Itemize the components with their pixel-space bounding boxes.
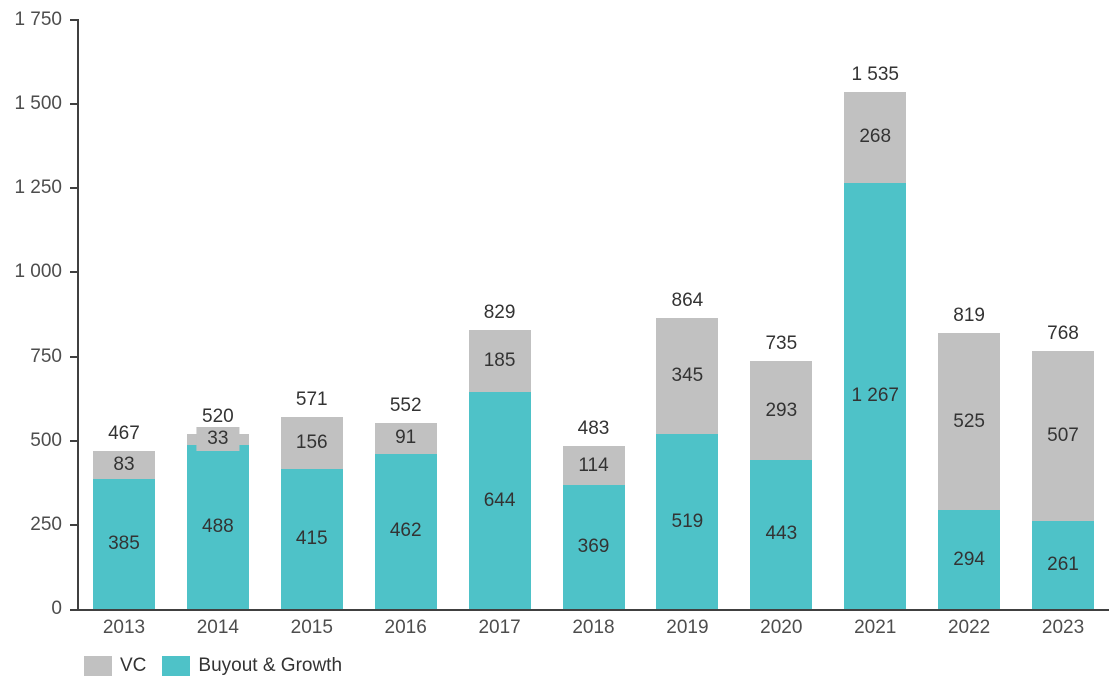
bar-segment-buyout-growth	[562, 484, 625, 609]
total-label: 467	[108, 423, 140, 445]
value-label-buyout-growth: 385	[108, 533, 140, 555]
legend-item: VC	[84, 655, 146, 677]
bar-segment-buyout-growth	[750, 459, 813, 609]
bar-segment-buyout-growth	[374, 453, 437, 609]
value-label-buyout-growth: 261	[1047, 554, 1079, 576]
x-axis-label: 2019	[666, 617, 709, 638]
bar-segment-buyout-growth	[844, 182, 907, 609]
total-label: 483	[577, 418, 610, 440]
y-axis-label: 1 500	[14, 93, 62, 115]
value-label-buyout-growth: 443	[765, 523, 798, 545]
bar-segment-buyout-growth	[656, 434, 719, 609]
x-axis-label: 2023	[1041, 617, 1085, 638]
bar-segment-vc	[92, 451, 155, 480]
x-axis-label: 2016	[384, 617, 427, 638]
x-axis-line	[70, 609, 1109, 611]
bar-segment-buyout-growth	[92, 479, 155, 609]
y-axis-tick	[70, 19, 78, 21]
x-axis-label: 2021	[854, 617, 897, 638]
y-axis-tick	[70, 355, 78, 358]
bar-segment-vc	[656, 318, 719, 435]
value-label-vc: 345	[671, 365, 704, 387]
value-label-vc: 507	[1047, 424, 1079, 446]
value-label-vc: 293	[765, 399, 798, 421]
value-label-vc: 185	[483, 350, 516, 372]
bar-segment-vc	[750, 361, 813, 460]
bar-segment-buyout-growth	[186, 444, 249, 609]
y-axis-line	[77, 19, 79, 609]
x-axis-label: 2015	[290, 617, 333, 638]
legend-swatch	[84, 656, 112, 676]
bar-segment-vc	[374, 422, 437, 454]
value-label-buyout-growth: 644	[483, 489, 516, 511]
y-axis-tick	[70, 523, 78, 526]
value-label-vc: 83	[113, 454, 135, 476]
total-label: 768	[1047, 322, 1079, 344]
y-axis-tick	[70, 271, 78, 274]
total-label: 735	[765, 333, 798, 355]
value-label-vc: 33	[196, 427, 240, 452]
value-label-buyout-growth: 369	[577, 535, 610, 557]
total-label: 571	[295, 388, 328, 410]
total-label: 819	[953, 305, 985, 327]
value-label-buyout-growth: 1 267	[851, 384, 899, 406]
x-axis-label: 2018	[572, 617, 615, 638]
legend-label: VC	[120, 655, 147, 676]
x-axis-label: 2022	[947, 617, 991, 638]
x-axis-label: 2017	[478, 617, 521, 638]
value-label-buyout-growth: 488	[202, 515, 234, 537]
bar-segment-buyout-growth	[1032, 521, 1095, 609]
bar-segment-buyout-growth	[280, 469, 343, 609]
bar-segment-vc	[844, 92, 907, 183]
x-axis-label: 2014	[196, 617, 239, 638]
bar-segment-vc	[280, 416, 343, 470]
legend-label: Buyout & Growth	[198, 655, 343, 676]
total-label: 829	[483, 301, 516, 323]
value-label-buyout-growth: 294	[953, 548, 985, 570]
total-label: 1 535	[851, 64, 899, 86]
bar-segment-vc	[938, 333, 1001, 511]
bar-segment-vc	[562, 446, 625, 485]
value-label-buyout-growth: 415	[295, 528, 328, 550]
y-axis-label: 750	[30, 345, 62, 367]
legend: VC Buyout & Growth	[84, 655, 358, 677]
value-label-buyout-growth: 462	[389, 520, 422, 542]
x-axis-label: 2020	[760, 617, 803, 638]
value-label-vc: 268	[859, 126, 892, 148]
x-axis-label: 2013	[102, 617, 146, 638]
value-label-vc: 114	[578, 454, 609, 476]
bar-segment-buyout-growth	[938, 510, 1001, 609]
y-axis-tick	[70, 103, 78, 106]
legend-swatch	[162, 656, 191, 676]
total-label: 864	[671, 290, 704, 312]
value-label-vc: 156	[295, 432, 328, 454]
legend-item: Buyout & Growth	[162, 655, 342, 677]
value-label-vc: 91	[395, 427, 417, 449]
y-axis-label: 1 250	[14, 177, 62, 199]
y-axis-label: 250	[30, 513, 62, 535]
y-axis-label: 500	[30, 429, 62, 451]
y-axis-label: 1 750	[14, 9, 62, 30]
bar-segment-vc	[468, 329, 531, 393]
total-label: 520	[202, 405, 234, 427]
total-label: 552	[389, 394, 422, 416]
y-axis-label: 1 000	[14, 261, 62, 283]
bar-segment-vc	[1032, 350, 1095, 522]
y-axis-tick	[70, 439, 78, 442]
value-label-vc: 525	[953, 410, 985, 432]
value-label-buyout-growth: 519	[671, 510, 704, 532]
y-axis-label: 0	[51, 598, 62, 619]
bar-segment-buyout-growth	[468, 392, 531, 609]
y-axis-tick	[70, 187, 78, 190]
